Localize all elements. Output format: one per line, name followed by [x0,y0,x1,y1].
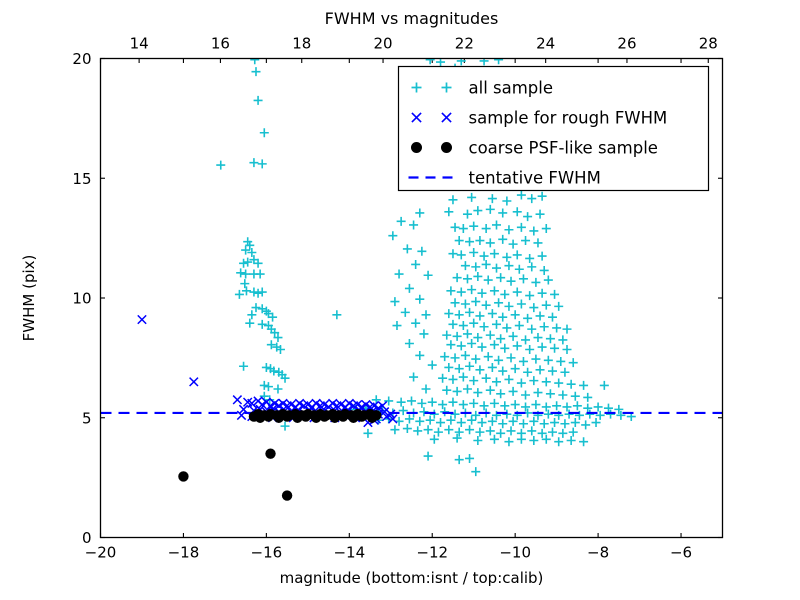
legend-entries: all sample sample for rough FWHM coarse PS… [408,79,668,188]
top-tick-label: 20 [373,35,392,53]
series-coarse-psf [178,408,382,501]
top-axis-ticklabels: 14 16 18 20 22 24 26 28 [130,35,718,53]
x-tick-label: −14 [333,544,365,562]
top-tick-label: 26 [617,35,636,53]
y-tick-label: 15 [72,170,91,188]
top-tick-label: 22 [455,35,474,53]
legend: all sample sample for rough FWHM coarse PS… [397,65,710,192]
chart-title: FWHM vs magnitudes [325,9,499,28]
legend-label: sample for rough FWHM [469,109,668,128]
top-tick-label: 28 [699,35,718,53]
top-tick-label: 24 [536,35,555,53]
x-tick-label: −20 [85,544,117,562]
legend-label: coarse PSF-like sample [469,139,658,158]
y-tick-label: 20 [72,50,91,68]
x-tick-label: −10 [499,544,531,562]
x-tick-label: −8 [587,544,609,562]
top-tick-label: 18 [292,35,311,53]
top-tick-label: 16 [211,35,230,53]
y-axis-label: FWHM (pix) [20,255,38,342]
x-axis-label: magnitude (bottom:isnt / top:calib) [280,569,544,587]
x-tick-label: −6 [670,544,692,562]
y-tick-label: 5 [82,409,92,427]
legend-label: all sample [469,79,554,98]
axes-frame [99,57,724,539]
x-tick-label: −16 [251,544,283,562]
y-tick-label: 10 [72,290,91,308]
legend-label: tentative FWHM [469,169,601,188]
series-all-sample [216,58,636,477]
y-tick-label: 0 [82,529,92,547]
x-tick-label: −12 [416,544,448,562]
top-tick-label: 14 [130,35,149,53]
bottom-axis-ticklabels: −20 −18 −16 −14 −12 −10 −8 −6 [85,544,692,562]
left-axis-ticklabels: 0 5 10 15 20 [72,50,91,547]
x-tick-label: −18 [168,544,200,562]
